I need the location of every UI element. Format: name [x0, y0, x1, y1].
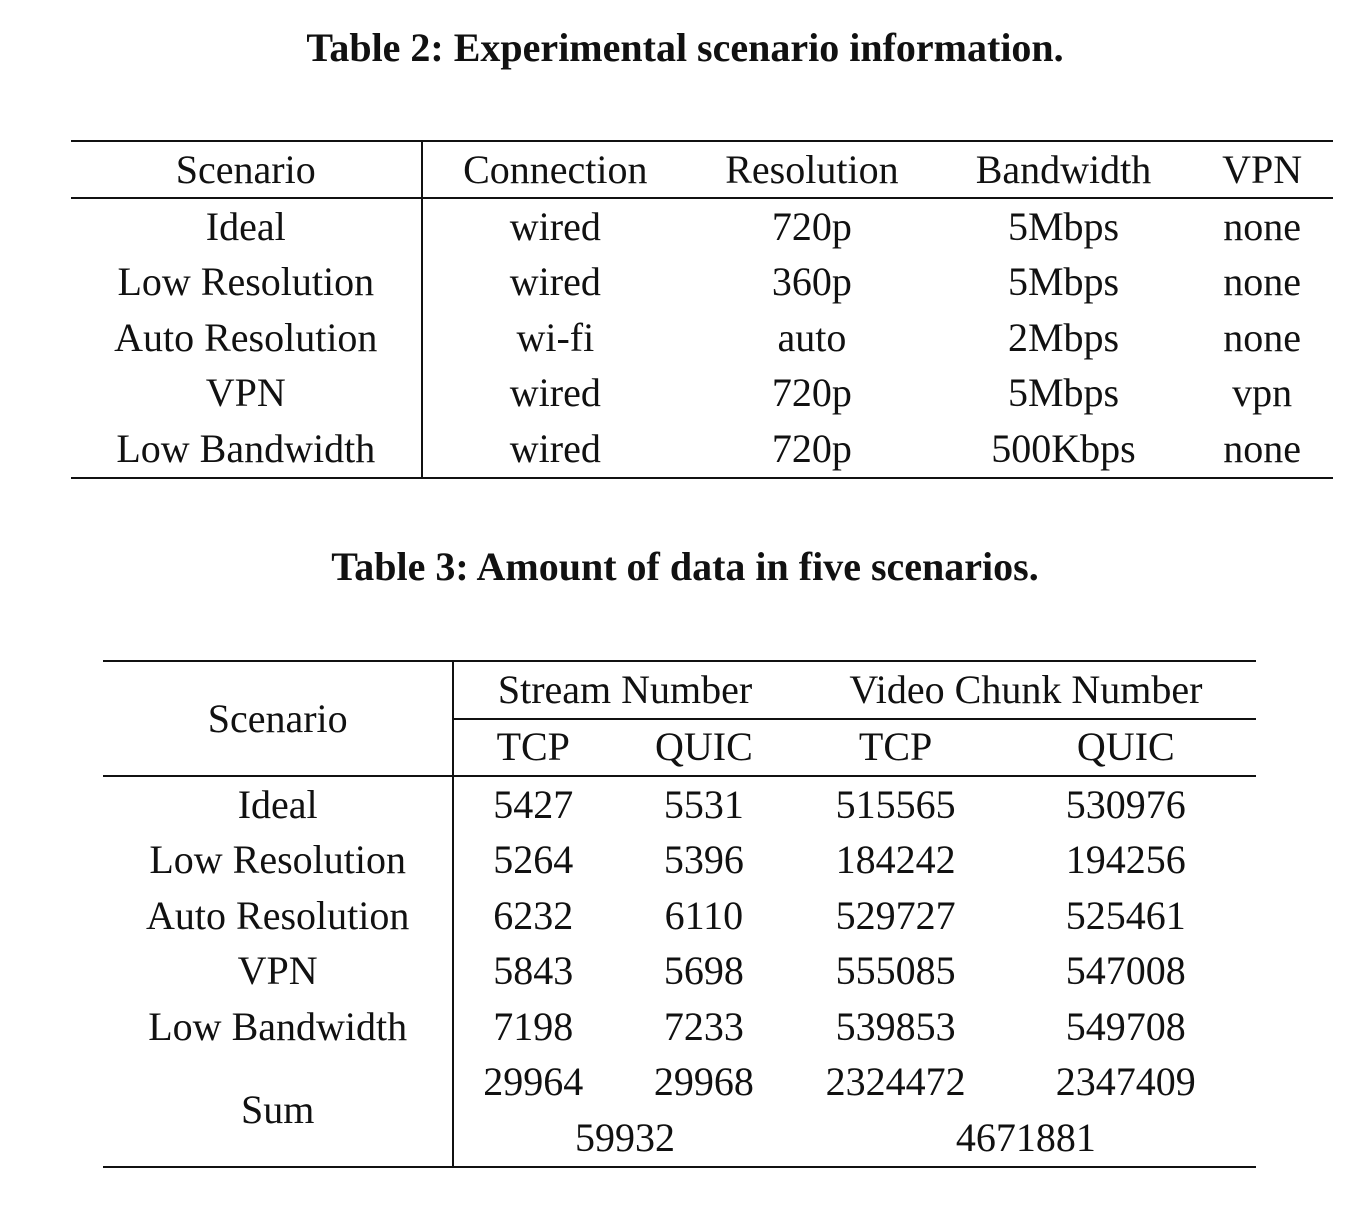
- cell-sum-label: Sum: [103, 1054, 455, 1167]
- cell-connection: wired: [509, 203, 601, 249]
- cell-chunk-quic: 194256: [1065, 837, 1186, 883]
- header-bandwidth: Bandwidth: [935, 141, 1192, 199]
- sum-row: Sum 29964 29968 2324472 2347409: [103, 1054, 1256, 1167]
- header-vpn: VPN: [1191, 141, 1333, 199]
- cell-bandwidth: 5Mbps: [1007, 259, 1120, 305]
- cell-scenario: Low Resolution: [71, 254, 423, 310]
- cell-vpn: none: [1223, 314, 1302, 360]
- table3-caption: Table 3: Amount of data in five scenario…: [331, 544, 1039, 589]
- cell-vpn: none: [1223, 425, 1302, 471]
- cell-sum-stream-quic: 29968: [653, 1059, 754, 1105]
- cell-stream-tcp: 5427: [493, 781, 574, 827]
- cell-chunk-tcp: 555085: [835, 948, 956, 994]
- cell-chunk-quic: 530976: [1065, 781, 1186, 827]
- cell-connection: wired: [509, 425, 601, 471]
- cell-chunk-quic: 549708: [1065, 1003, 1186, 1049]
- data-amount-table: Scenario Stream Number Video Chunk Numbe…: [103, 660, 1256, 1168]
- table-row: Ideal 5427 5531 515565 530976: [103, 776, 1256, 833]
- table-header-row: Scenario Connection Resolution Bandwidth…: [71, 141, 1333, 199]
- total-row: 59932 4671881: [103, 1110, 1256, 1167]
- cell-chunk-quic: 525461: [1065, 892, 1186, 938]
- cell-chunk-tcp: 539853: [835, 1003, 956, 1049]
- table-row: Auto Resolution wi-fi auto 2Mbps none: [71, 310, 1333, 366]
- cell-scenario: Ideal: [103, 776, 455, 833]
- table-row: Low Resolution wired 360p 5Mbps none: [71, 254, 1333, 310]
- cell-connection: wired: [509, 259, 601, 305]
- header-resolution: Resolution: [688, 141, 936, 199]
- cell-scenario: Low Bandwidth: [71, 421, 423, 478]
- header-connection: Connection: [421, 141, 689, 199]
- cell-vpn: vpn: [1232, 370, 1293, 416]
- cell-bandwidth: 5Mbps: [1007, 370, 1120, 416]
- cell-scenario: Auto Resolution: [71, 310, 423, 366]
- cell-bandwidth: 2Mbps: [1007, 314, 1120, 360]
- table-row: Auto Resolution 6232 6110 529727 525461: [103, 888, 1256, 944]
- cell-connection: wired: [509, 370, 601, 416]
- cell-resolution: 720p: [771, 203, 852, 249]
- table-row: VPN 5843 5698 555085 547008: [103, 943, 1256, 999]
- cell-resolution: 720p: [771, 370, 852, 416]
- table-row: Low Bandwidth 7198 7233 539853 549708: [103, 999, 1256, 1055]
- cell-scenario: Ideal: [71, 198, 423, 255]
- cell-scenario: VPN: [71, 365, 423, 421]
- cell-stream-quic: 6110: [664, 892, 744, 938]
- cell-total-chunk: 4671881: [955, 1114, 1096, 1160]
- header-stream-quic: QUIC: [612, 718, 796, 777]
- header-chunk-tcp: TCP: [795, 718, 996, 777]
- table-row: Low Bandwidth wired 720p 500Kbps none: [71, 421, 1333, 478]
- scenario-info-table: Scenario Connection Resolution Bandwidth…: [71, 140, 1333, 479]
- table-row: Low Resolution 5264 5396 184242 194256: [103, 832, 1256, 888]
- cell-stream-tcp: 5843: [493, 948, 574, 994]
- cell-resolution: 360p: [771, 259, 852, 305]
- cell-resolution: 720p: [771, 425, 852, 471]
- cell-sum-chunk-tcp: 2324472: [825, 1059, 966, 1105]
- cell-connection: wi-fi: [516, 314, 595, 360]
- header-chunk-quic: QUIC: [995, 718, 1256, 777]
- cell-stream-quic: 5396: [663, 837, 744, 883]
- cell-stream-quic: 5698: [663, 948, 744, 994]
- header-scenario: Scenario: [103, 661, 455, 777]
- cell-bandwidth: 5Mbps: [1007, 203, 1120, 249]
- header-scenario: Scenario: [71, 141, 423, 199]
- cell-stream-quic: 5531: [663, 781, 744, 827]
- cell-sum-stream-tcp: 29964: [483, 1059, 584, 1105]
- table-group-header-row: Scenario Stream Number Video Chunk Numbe…: [103, 661, 1256, 777]
- header-stream-number: Stream Number: [453, 661, 796, 720]
- cell-vpn: none: [1223, 259, 1302, 305]
- table-sub-header-row: TCP QUIC TCP QUIC: [103, 718, 1256, 777]
- cell-scenario: VPN: [103, 943, 455, 999]
- cell-scenario: Auto Resolution: [103, 888, 455, 944]
- table-row: Ideal wired 720p 5Mbps none: [71, 198, 1333, 255]
- cell-chunk-tcp: 515565: [835, 781, 956, 827]
- cell-resolution: auto: [777, 314, 847, 360]
- table-row: VPN wired 720p 5Mbps vpn: [71, 365, 1333, 421]
- cell-bandwidth: 500Kbps: [991, 425, 1136, 471]
- header-video-chunk-number: Video Chunk Number: [795, 661, 1256, 720]
- cell-scenario: Low Bandwidth: [103, 999, 455, 1055]
- cell-stream-quic: 7233: [663, 1003, 744, 1049]
- table2-caption: Table 2: Experimental scenario informati…: [306, 25, 1064, 70]
- header-stream-tcp: TCP: [453, 718, 613, 777]
- cell-vpn: none: [1223, 203, 1302, 249]
- cell-chunk-quic: 547008: [1065, 948, 1186, 994]
- cell-chunk-tcp: 184242: [835, 837, 956, 883]
- cell-scenario: Low Resolution: [103, 832, 455, 888]
- cell-chunk-tcp: 529727: [835, 892, 956, 938]
- cell-stream-tcp: 7198: [493, 1003, 574, 1049]
- cell-stream-tcp: 6232: [493, 892, 574, 938]
- cell-stream-tcp: 5264: [493, 837, 574, 883]
- cell-sum-chunk-quic: 2347409: [1055, 1059, 1196, 1105]
- cell-total-stream: 59932: [575, 1114, 676, 1160]
